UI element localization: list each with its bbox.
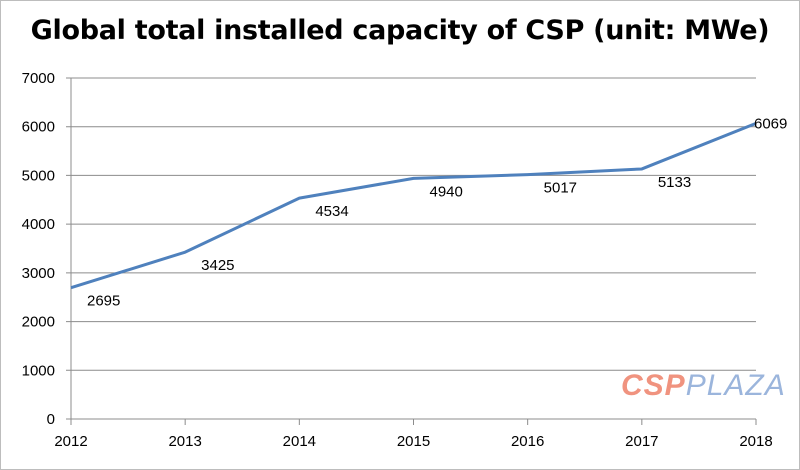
series-line xyxy=(70,121,757,290)
y-tick-label: 3000 xyxy=(22,265,55,282)
data-label: 4940 xyxy=(430,183,463,200)
y-tick-label: 4000 xyxy=(22,216,55,233)
data-label: 3425 xyxy=(201,257,234,274)
x-tick-label: 2013 xyxy=(168,433,201,450)
y-tick-label: 5000 xyxy=(22,167,55,184)
x-tick-label: 2017 xyxy=(625,433,658,450)
watermark-logo: CSPPLAZA xyxy=(621,369,786,402)
data-label: 4534 xyxy=(315,203,348,220)
y-tick-label: 7000 xyxy=(22,70,55,87)
y-tick-label: 6000 xyxy=(22,119,55,136)
data-label: 5017 xyxy=(544,180,577,197)
chart-title: Global total installed capacity of CSP (… xyxy=(30,15,770,46)
y-tick-label: 2000 xyxy=(22,314,55,331)
x-tick-label: 2012 xyxy=(54,433,87,450)
y-tick-label: 0 xyxy=(47,411,55,428)
y-tick-label: 1000 xyxy=(22,362,55,379)
x-tick-label: 2014 xyxy=(283,433,316,450)
x-tick-label: 2015 xyxy=(397,433,430,450)
data-label: 2695 xyxy=(87,293,120,310)
data-label: 5133 xyxy=(658,174,691,191)
x-tick-label: 2018 xyxy=(739,433,772,450)
data-label: 6069 xyxy=(754,115,787,132)
x-tick-label: 2016 xyxy=(511,433,544,450)
